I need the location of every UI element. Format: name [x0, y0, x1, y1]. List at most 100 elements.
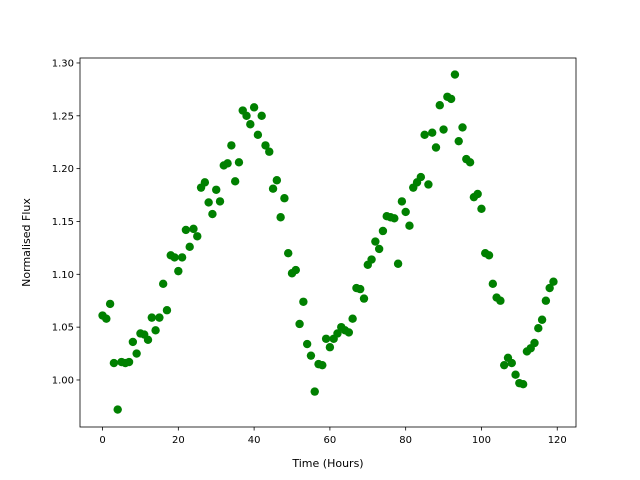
- point: [249, 103, 259, 112]
- point: [105, 299, 115, 309]
- point: [200, 178, 210, 187]
- x-tick-label: 0: [99, 435, 105, 446]
- y-tick-label: 1.15: [52, 217, 74, 228]
- point: [518, 380, 528, 389]
- point: [507, 358, 516, 368]
- point: [177, 253, 187, 262]
- point: [302, 339, 312, 349]
- point: [333, 329, 342, 338]
- point: [242, 111, 251, 121]
- point: [272, 176, 282, 185]
- point: [541, 296, 551, 305]
- point: [511, 370, 520, 379]
- point: [261, 141, 270, 150]
- point: [393, 259, 403, 268]
- point: [204, 198, 213, 207]
- point: [428, 128, 437, 137]
- point: [374, 244, 384, 254]
- point: [499, 360, 509, 370]
- point: [446, 94, 456, 104]
- point: [276, 213, 285, 222]
- point: [390, 214, 399, 223]
- point: [223, 159, 232, 168]
- point: [193, 232, 202, 241]
- point: [458, 123, 467, 132]
- x-tick-label: 20: [172, 435, 185, 446]
- point: [155, 313, 164, 322]
- point: [158, 279, 168, 289]
- point: [151, 326, 160, 335]
- point: [371, 237, 380, 246]
- y-axis-label: Normalised Flux: [20, 198, 33, 287]
- point: [170, 253, 179, 262]
- point: [253, 130, 263, 140]
- point: [496, 296, 505, 305]
- point: [431, 143, 441, 152]
- point: [102, 314, 111, 323]
- axes-frame: [79, 57, 577, 428]
- point: [109, 358, 119, 368]
- y-tick-label: 1.20: [52, 164, 74, 175]
- point: [420, 130, 429, 140]
- point: [215, 197, 225, 206]
- point: [124, 357, 134, 367]
- point: [162, 306, 172, 315]
- point: [291, 265, 300, 275]
- point: [230, 177, 240, 186]
- point: [189, 224, 198, 234]
- point: [401, 207, 410, 217]
- point: [284, 248, 293, 258]
- point: [295, 319, 304, 329]
- point: [405, 221, 414, 230]
- point: [325, 343, 335, 352]
- point: [465, 158, 475, 167]
- point: [435, 101, 444, 110]
- point: [132, 349, 141, 358]
- point: [174, 266, 183, 276]
- y-tick-label: 1.00: [52, 375, 74, 386]
- y-tick-label: 1.10: [52, 270, 74, 281]
- point: [439, 125, 448, 134]
- point: [537, 315, 547, 324]
- point: [147, 313, 157, 322]
- y-tick-label: 1.05: [52, 323, 74, 334]
- y-tick-label: 1.30: [52, 58, 74, 69]
- point: [143, 335, 153, 345]
- x-tick-label: 60: [324, 435, 337, 446]
- point: [530, 338, 539, 348]
- point: [185, 242, 194, 252]
- point: [318, 360, 327, 370]
- y-tick-label: 1.25: [52, 111, 74, 122]
- point: [534, 323, 543, 333]
- x-tick-label: 120: [548, 435, 567, 446]
- point: [128, 337, 138, 347]
- x-tick-label: 100: [472, 435, 491, 446]
- point: [113, 405, 122, 414]
- point: [181, 225, 191, 235]
- x-tick-label: 40: [248, 435, 261, 446]
- point: [545, 283, 554, 293]
- point: [488, 279, 498, 289]
- point: [257, 111, 266, 121]
- point: [299, 297, 308, 306]
- point: [477, 204, 486, 213]
- plot-area: [98, 70, 558, 414]
- point: [306, 351, 316, 360]
- point: [265, 147, 274, 156]
- point: [321, 334, 331, 343]
- x-axis-label: Time (Hours): [291, 457, 363, 470]
- point: [356, 284, 365, 294]
- x-tick-label: 80: [399, 435, 412, 446]
- point: [450, 70, 460, 79]
- point: [397, 197, 407, 206]
- point: [227, 141, 236, 150]
- point: [344, 328, 354, 337]
- point: [473, 189, 482, 199]
- point: [348, 314, 357, 323]
- point: [234, 158, 244, 167]
- point: [484, 251, 494, 260]
- point: [268, 184, 278, 193]
